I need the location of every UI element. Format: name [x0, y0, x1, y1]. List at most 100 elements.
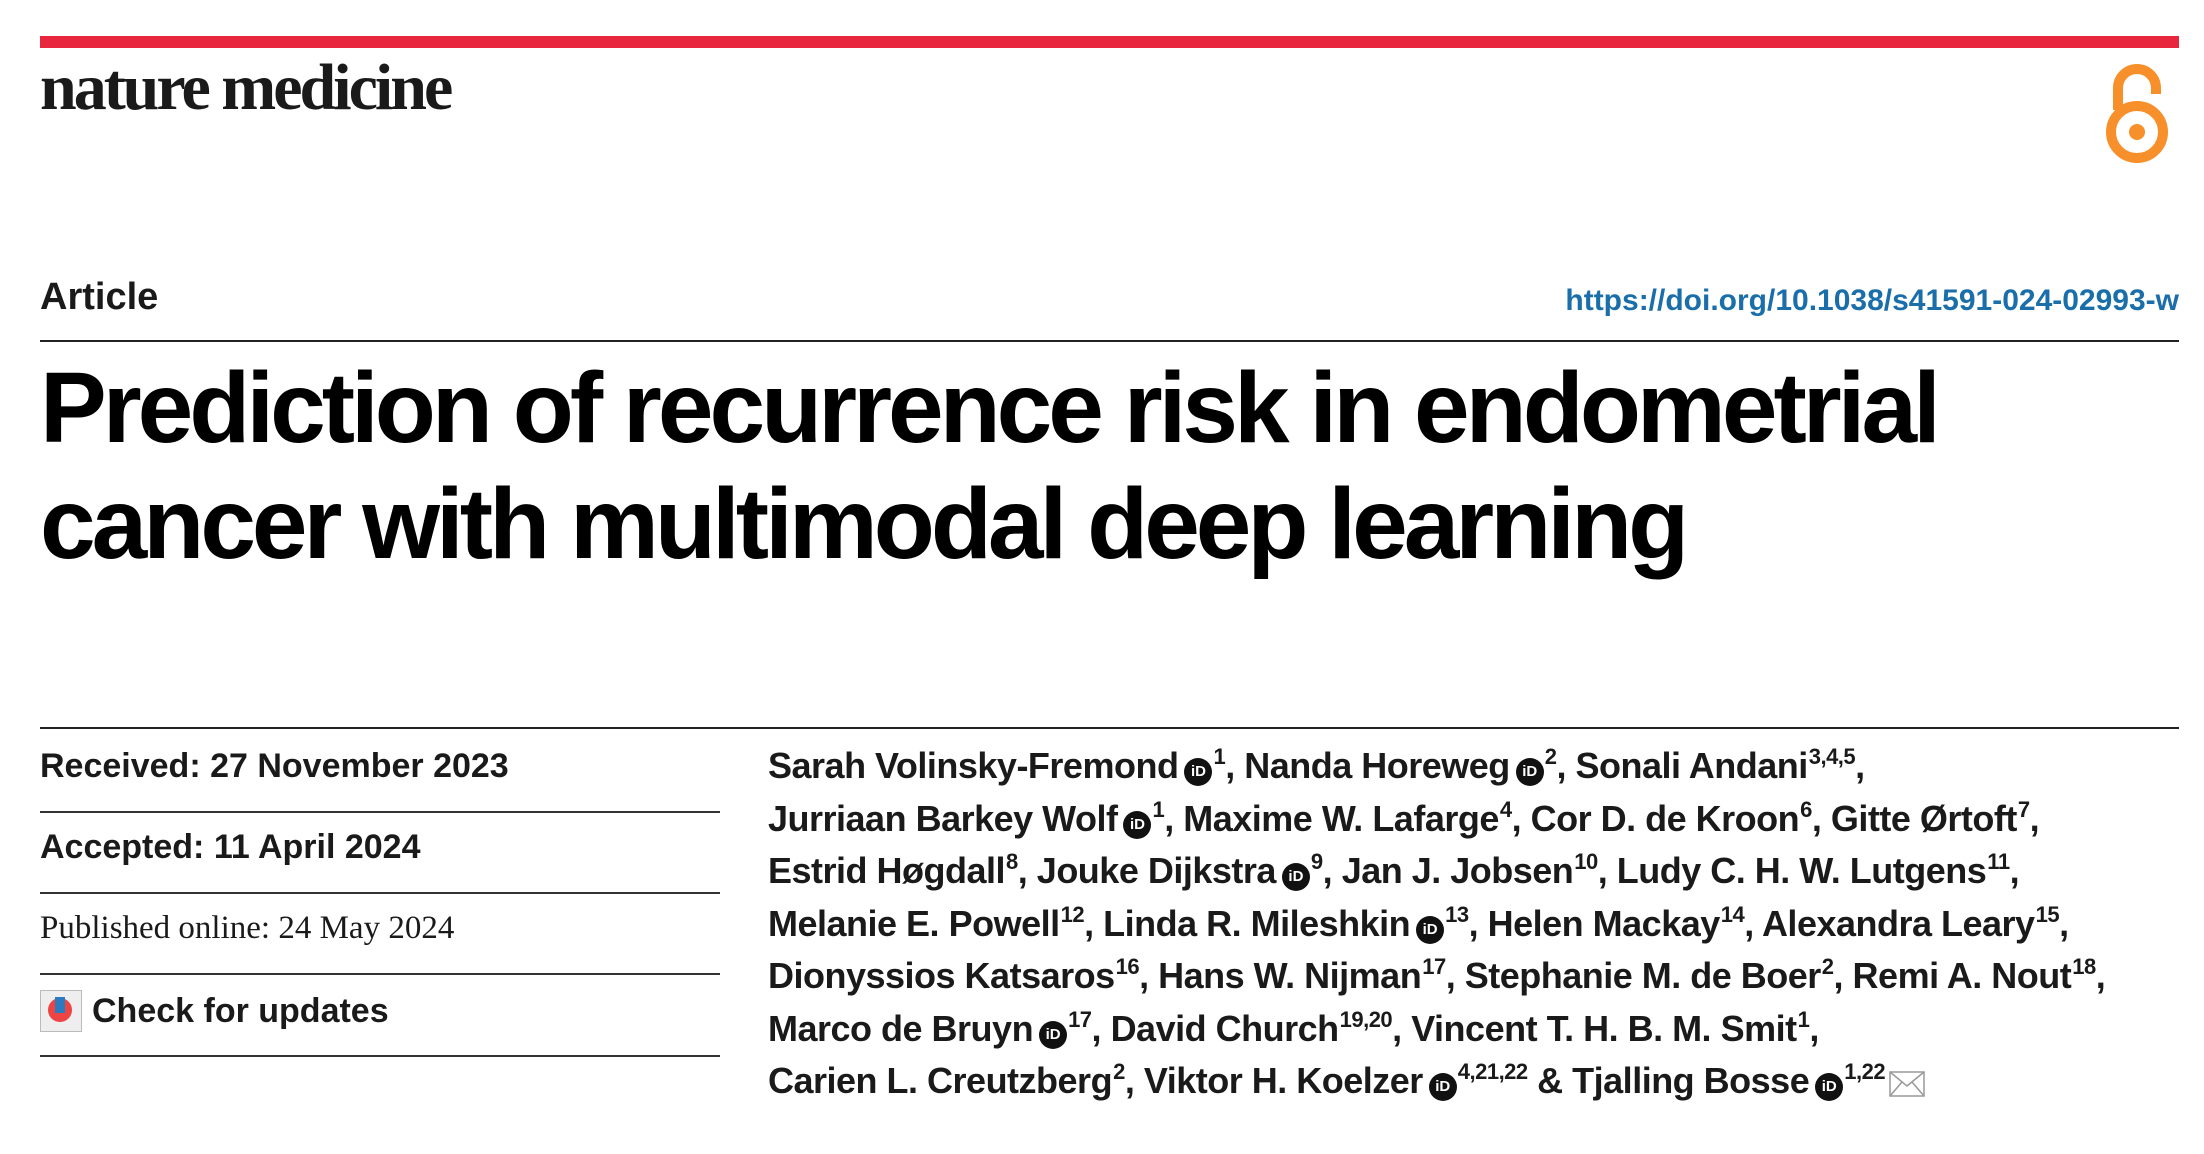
affiliation-number[interactable]: 9 — [1310, 849, 1323, 874]
author-name[interactable]: Linda R. Mileshkin — [1103, 902, 1411, 944]
affiliation-number[interactable]: 2 — [1544, 744, 1557, 769]
author-name[interactable]: Ludy C. H. W. Lutgens — [1616, 850, 1987, 891]
journal-brand-bar — [40, 36, 2179, 48]
affiliation-number[interactable]: 12 — [1060, 901, 1085, 927]
accepted-date: Accepted: 11 April 2024 — [40, 828, 421, 866]
author-name[interactable]: Cor D. de Kroon — [1530, 797, 1800, 839]
author-name[interactable]: Marco de Bruyn — [768, 1007, 1034, 1049]
author-name[interactable]: Vincent T. H. B. M. Smit — [1411, 1007, 1797, 1049]
author-name[interactable]: Estrid Høgdall — [768, 850, 1006, 891]
orcid-icon[interactable]: iD — [1416, 915, 1445, 944]
author-name[interactable]: Melanie E. Powell — [768, 902, 1060, 944]
journal-name[interactable]: nature medicine — [40, 51, 453, 124]
author-name[interactable]: Tjalling Bosse — [1572, 1060, 1810, 1101]
author[interactable]: Dionyssios Katsaros16 — [768, 954, 1140, 996]
open-access-lock-icon — [2106, 64, 2168, 163]
author-name[interactable]: Maxime W. Lafarge — [1183, 797, 1499, 839]
doi-link[interactable]: https://doi.org/10.1038/s41591-024-02993… — [1565, 284, 2179, 317]
affiliation-number[interactable]: 19,20 — [1339, 1006, 1393, 1032]
meta-divider — [40, 811, 720, 813]
author-name[interactable]: Dionyssios Katsaros — [768, 955, 1115, 996]
affiliation-number[interactable]: 4,21,22 — [1457, 1059, 1528, 1084]
author-list: Sarah Volinsky-Fremond iD1, Nanda Horeweg… — [768, 744, 2106, 1101]
affiliation-number[interactable]: 15 — [2035, 901, 2060, 927]
author[interactable]: Sonali Andani3,4,5 — [1576, 745, 1856, 786]
affiliation-number[interactable]: 11 — [1987, 849, 2010, 874]
article-title: Prediction of recurrence risk in endomet… — [40, 352, 1941, 580]
author-name[interactable]: Jurriaan Barkey Wolf — [768, 797, 1118, 839]
author-name[interactable]: Remi A. Nout — [1852, 955, 2072, 996]
affiliation-number[interactable]: 1 — [1797, 1006, 1810, 1032]
meta-divider — [40, 1055, 720, 1057]
affiliation-number[interactable]: 18 — [2072, 954, 2096, 979]
author[interactable]: Gitte Ørtoft7 — [1831, 798, 2030, 839]
envelope-icon[interactable] — [1889, 1071, 1925, 1097]
author-name[interactable]: Sonali Andani — [1575, 745, 1809, 786]
check-for-updates-icon — [40, 990, 82, 1032]
orcid-icon[interactable]: iD — [1184, 758, 1213, 786]
author[interactable]: Jurriaan Barkey Wolf iD1 — [768, 796, 1165, 839]
author-name[interactable]: Hans W. Nijman — [1158, 955, 1422, 996]
affiliation-number[interactable]: 4 — [1499, 796, 1512, 822]
author-name[interactable]: Sarah Volinsky-Fremond — [768, 745, 1179, 786]
affiliation-number[interactable]: 10 — [1574, 849, 1598, 874]
affiliation-number[interactable]: 7 — [2017, 796, 2030, 822]
author[interactable]: Jouke Dijkstra iD9 — [1037, 850, 1323, 891]
affiliation-number[interactable]: 1,22 — [1844, 1059, 1886, 1084]
check-for-updates-button[interactable]: Check for updates — [40, 990, 720, 1032]
article-type-label: Article — [40, 276, 159, 318]
affiliation-number[interactable]: 1 — [1152, 796, 1165, 822]
author[interactable]: Vincent T. H. B. M. Smit1 — [1411, 1006, 1810, 1049]
affiliation-number[interactable]: 6 — [1800, 796, 1812, 822]
affiliation-number[interactable]: 2 — [1821, 954, 1834, 979]
author-name[interactable]: Carien L. Creutzberg — [768, 1060, 1113, 1101]
orcid-icon[interactable]: iD — [1428, 1073, 1457, 1101]
author-name[interactable]: Jan J. Jobsen — [1341, 850, 1574, 891]
author[interactable]: Marco de Bruyn iD17 — [768, 1008, 1092, 1049]
author[interactable]: Ludy C. H. W. Lutgens11 — [1617, 850, 2010, 891]
author[interactable]: Melanie E. Powell12 — [768, 901, 1085, 944]
orcid-icon[interactable]: iD — [1123, 810, 1152, 839]
author[interactable]: Nanda Horeweg iD2 — [1244, 744, 1557, 786]
author[interactable]: Sarah Volinsky-Fremond iD1 — [768, 744, 1226, 786]
affiliation-number[interactable]: 3,4,5 — [1808, 744, 1856, 769]
author-name[interactable]: Alexandra Leary — [1761, 902, 2035, 944]
author-name[interactable]: Stephanie M. de Boer — [1464, 955, 1822, 996]
author[interactable]: Alexandra Leary15 — [1761, 901, 2060, 944]
affiliation-number[interactable]: 13 — [1445, 901, 1469, 927]
affiliation-number[interactable]: 17 — [1422, 954, 1446, 979]
author[interactable]: Estrid Høgdall8 — [768, 850, 1018, 891]
affiliation-number[interactable]: 1 — [1213, 744, 1226, 769]
author[interactable]: Remi A. Nout18 — [1852, 954, 2097, 996]
author-name[interactable]: Nanda Horeweg — [1244, 745, 1510, 786]
orcid-icon[interactable]: iD — [1815, 1073, 1844, 1101]
author[interactable]: Carien L. Creutzberg2 — [768, 1060, 1125, 1101]
author-name[interactable]: David Church — [1110, 1007, 1340, 1049]
affiliation-number[interactable]: 14 — [1720, 901, 1745, 927]
author[interactable]: David Church19,20 — [1111, 1008, 1393, 1049]
affiliation-number[interactable]: 17 — [1068, 1006, 1092, 1032]
orcid-icon[interactable]: iD — [1039, 1020, 1068, 1049]
author-name[interactable]: Gitte Ørtoft — [1830, 797, 2017, 839]
author[interactable]: Hans W. Nijman17 — [1158, 955, 1446, 996]
author[interactable]: Cor D. de Kroon6 — [1530, 796, 1813, 839]
published-date: Published online: 24 May 2024 — [40, 910, 455, 946]
affiliation-number[interactable]: 2 — [1113, 1059, 1125, 1084]
author[interactable]: Jan J. Jobsen10 — [1341, 849, 1599, 891]
orcid-icon[interactable]: iD — [1281, 863, 1310, 891]
author[interactable]: Tjalling Bosse iD1,22 — [1572, 1060, 1925, 1101]
affiliation-number[interactable]: 8 — [1006, 849, 1018, 874]
header-divider — [40, 340, 2179, 342]
orcid-icon[interactable]: iD — [1515, 758, 1544, 786]
author-name[interactable]: Viktor H. Koelzer — [1143, 1060, 1423, 1101]
author-name[interactable]: Helen Mackay — [1487, 902, 1721, 944]
author[interactable]: Viktor H. Koelzer iD4,21,22 — [1144, 1060, 1528, 1101]
check-for-updates-label: Check for updates — [92, 991, 389, 1030]
meta-divider — [40, 973, 720, 975]
author[interactable]: Linda R. Mileshkin iD13 — [1103, 903, 1469, 944]
author-name[interactable]: Jouke Dijkstra — [1036, 850, 1277, 891]
author[interactable]: Stephanie M. de Boer2 — [1465, 955, 1834, 996]
author[interactable]: Helen Mackay14 — [1488, 903, 1745, 944]
author[interactable]: Maxime W. Lafarge4 — [1183, 796, 1512, 839]
affiliation-number[interactable]: 16 — [1115, 954, 1140, 979]
